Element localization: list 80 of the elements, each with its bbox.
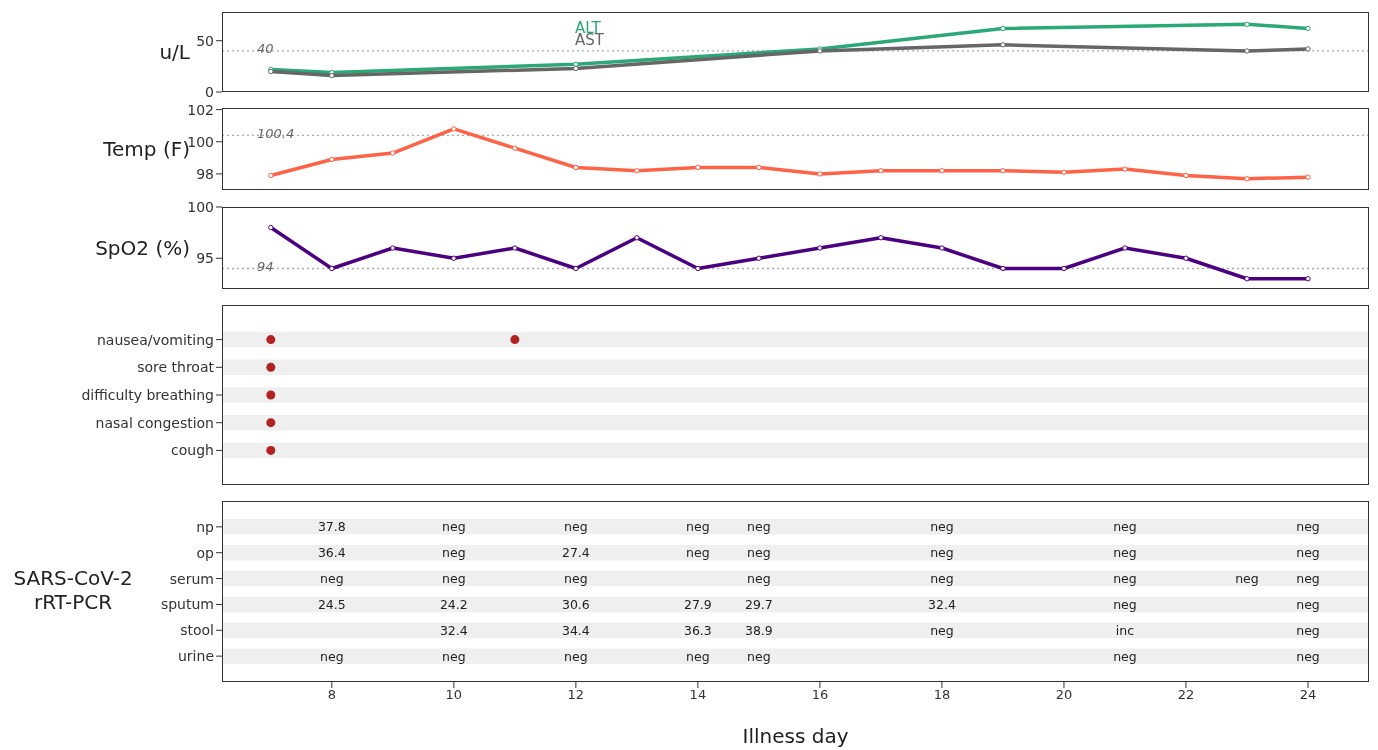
y-axis-title: SARS-CoV-2 rRT-PCR (12, 565, 134, 614)
y-axis-title: Temp (F) (102, 137, 190, 161)
text: 29.7 (744, 596, 773, 612)
text: neg (930, 519, 954, 535)
text: neg (1113, 596, 1137, 612)
ref-line-label: 100.4 (257, 125, 295, 141)
text: neg (442, 545, 466, 561)
text: 30.6 (561, 596, 590, 612)
text: neg (1296, 519, 1320, 535)
text: neg (747, 519, 771, 535)
y-tick-label: nausea/vomiting (96, 331, 214, 348)
y-tick-label: 100 (187, 198, 214, 215)
x-tick-label: 16 (811, 687, 829, 703)
text: 32.4 (439, 622, 468, 638)
x-tick-label: 14 (689, 687, 707, 703)
y-tick-label: nasal congestion (95, 414, 214, 431)
text: 37.8 (317, 519, 346, 535)
text: neg (1235, 571, 1259, 587)
text: neg (747, 545, 771, 561)
text: neg (1113, 519, 1137, 535)
y-tick-label: sore throat (137, 359, 215, 376)
text: inc (1115, 622, 1135, 638)
x-tick-label: 18 (933, 687, 951, 703)
text: neg (1296, 622, 1320, 638)
text: neg (1296, 571, 1320, 587)
x-axis-title: Illness day (741, 724, 850, 748)
text: neg (747, 648, 771, 664)
text: neg (1113, 571, 1137, 587)
text: neg (1296, 545, 1320, 561)
x-tick-label: 24 (1299, 687, 1317, 703)
text: neg (320, 571, 344, 587)
y-tick-label: 50 (196, 32, 214, 49)
text: neg (1113, 545, 1137, 561)
text: 32.4 (928, 596, 956, 612)
text: 36.3 (683, 622, 712, 638)
text: 34.4 (561, 622, 590, 638)
text: neg (930, 622, 954, 638)
y-tick-label: op (196, 544, 215, 561)
text: neg (442, 519, 466, 535)
y-tick-label: urine (177, 648, 214, 665)
text: 36.4 (317, 545, 346, 561)
y-tick-label: 95 (196, 250, 214, 267)
y-tick-label: np (196, 518, 215, 535)
y-tick-label: 102 (187, 101, 214, 118)
text: neg (930, 545, 954, 561)
y-tick-label: difficulty breathing (81, 386, 214, 403)
x-tick-label: 10 (445, 687, 463, 703)
ref-line-label: 94 (257, 258, 274, 274)
text: neg (564, 648, 588, 664)
text: neg (1113, 648, 1137, 664)
y-tick-label: stool (180, 622, 214, 639)
text: neg (930, 571, 954, 587)
text: neg (442, 571, 466, 587)
text: 38.9 (744, 622, 773, 638)
y-tick-label: 98 (196, 165, 214, 182)
text: 27.9 (683, 596, 712, 612)
y-tick-label: sputum (160, 596, 214, 613)
text: 27.4 (561, 545, 590, 561)
text: neg (564, 571, 588, 587)
text: neg (564, 519, 588, 535)
y-axis-title: u/L (158, 40, 190, 64)
y-tick-label: serum (169, 570, 214, 587)
text: neg (686, 648, 710, 664)
text: neg (686, 545, 710, 561)
x-tick-label: 12 (567, 687, 585, 703)
y-tick-label: cough (171, 442, 214, 459)
x-tick-label: 8 (327, 687, 336, 703)
text: neg (686, 519, 710, 535)
ref-line-label: 40 (257, 41, 274, 57)
x-tick-label: 22 (1177, 687, 1195, 703)
text: neg (747, 571, 771, 587)
text: neg (1296, 596, 1320, 612)
text: neg (1296, 648, 1320, 664)
y-tick-label: 0 (205, 83, 214, 100)
text: 24.5 (317, 596, 346, 612)
y-axis-title: SpO2 (%) (94, 236, 190, 260)
x-tick-label: 20 (1055, 687, 1073, 703)
text: neg (442, 648, 466, 664)
text: 24.2 (439, 596, 468, 612)
text: neg (320, 648, 344, 664)
